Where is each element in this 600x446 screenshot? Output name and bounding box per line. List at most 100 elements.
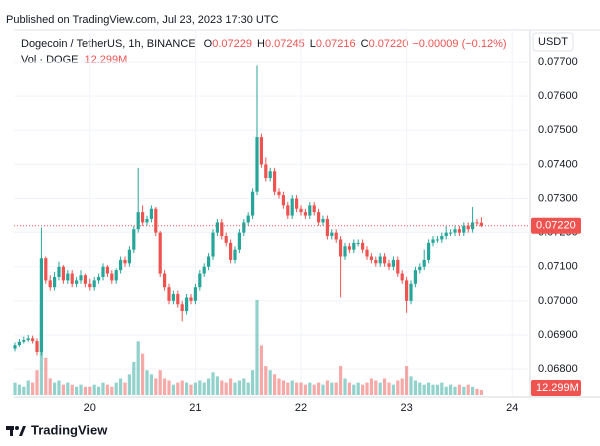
volume-bar bbox=[435, 384, 439, 395]
candle-body bbox=[229, 242, 233, 260]
candle-body bbox=[295, 198, 299, 209]
candle-body bbox=[435, 239, 439, 241]
candle-body bbox=[453, 229, 457, 233]
volume-bar bbox=[13, 382, 17, 395]
volume-bar bbox=[396, 380, 400, 395]
candle-body bbox=[325, 218, 329, 237]
volume-bar bbox=[444, 386, 448, 395]
volume-bar bbox=[281, 380, 285, 395]
candle-body bbox=[110, 273, 114, 281]
volume-bar bbox=[70, 384, 74, 395]
candle-body bbox=[17, 341, 21, 346]
candle-body bbox=[387, 263, 391, 267]
candle-body bbox=[308, 205, 312, 216]
volume-bar bbox=[400, 378, 404, 395]
candle-body bbox=[466, 225, 470, 230]
volume-bar bbox=[422, 384, 426, 395]
candle-body bbox=[427, 242, 431, 260]
volume-bar bbox=[365, 382, 369, 395]
candle-body bbox=[79, 275, 83, 281]
ohlc-label: O bbox=[204, 38, 213, 50]
candle-body bbox=[475, 222, 479, 224]
volume-bar bbox=[440, 382, 444, 395]
volume-bar bbox=[202, 382, 206, 395]
volume-bar bbox=[119, 378, 123, 395]
brand: TradingView bbox=[31, 422, 108, 437]
candle-body bbox=[193, 287, 197, 301]
volume-bar bbox=[35, 370, 39, 395]
candle-body bbox=[281, 195, 285, 206]
volume-bar bbox=[255, 300, 259, 395]
y-tick-label: 0.07400 bbox=[538, 158, 578, 170]
candle-body bbox=[413, 270, 417, 284]
candle-body bbox=[22, 340, 26, 342]
volume-bar bbox=[53, 382, 57, 395]
candle-body bbox=[251, 191, 255, 216]
candle-body bbox=[237, 232, 241, 250]
candle-body bbox=[273, 171, 277, 192]
volume-bar bbox=[374, 380, 378, 395]
volume-bar bbox=[246, 382, 250, 395]
volume-tag bbox=[531, 380, 581, 396]
volume-bar bbox=[295, 382, 299, 395]
y-tick-label: 0.07100 bbox=[538, 261, 578, 273]
volume-bar bbox=[141, 353, 145, 395]
volume-bar bbox=[189, 384, 193, 395]
candle-body bbox=[13, 345, 17, 349]
y-tick-label: 0.07000 bbox=[538, 295, 578, 307]
volume-bar bbox=[127, 374, 131, 395]
candle-body bbox=[339, 239, 343, 257]
volume-bar bbox=[149, 374, 153, 395]
candle-body bbox=[114, 270, 118, 281]
candle-body bbox=[440, 236, 444, 240]
candle-body bbox=[383, 256, 387, 264]
candle-body bbox=[330, 232, 334, 237]
volume-bar bbox=[136, 341, 140, 395]
candle-body bbox=[471, 222, 475, 230]
volume-bar bbox=[299, 382, 303, 395]
candle-body bbox=[215, 222, 219, 233]
ohlc-value: 0.07216 bbox=[316, 38, 356, 50]
symbol: Dogecoin / TetherUS, 1h, BINANCE bbox=[21, 38, 196, 50]
volume-bar bbox=[176, 382, 180, 395]
candle-body bbox=[255, 137, 259, 192]
volume-title: Vol · DOGE bbox=[21, 54, 78, 66]
candle-body bbox=[264, 164, 268, 179]
candle-body bbox=[396, 259, 400, 274]
ohlc-label: L bbox=[310, 38, 316, 50]
volume-bar bbox=[471, 386, 475, 395]
candle-body bbox=[277, 191, 281, 196]
candle-body bbox=[61, 266, 65, 281]
volume-bar bbox=[387, 382, 391, 395]
volume-bar bbox=[154, 378, 158, 395]
candle-body bbox=[431, 239, 435, 243]
volume-bar bbox=[158, 370, 162, 395]
candle-body bbox=[39, 258, 43, 353]
candle-body bbox=[44, 258, 48, 281]
change: −0.00009 (−0.12%) bbox=[412, 38, 506, 50]
volume-bar bbox=[356, 382, 360, 395]
candle-body bbox=[70, 273, 74, 284]
candle-body bbox=[66, 273, 70, 281]
candle-body bbox=[400, 273, 404, 281]
candle-body bbox=[418, 266, 422, 271]
currency-box bbox=[532, 32, 574, 52]
candle-body bbox=[207, 256, 211, 267]
volume-bar bbox=[273, 374, 277, 395]
volume-bar bbox=[207, 378, 211, 395]
volume-bar bbox=[101, 382, 105, 395]
candle-body bbox=[35, 341, 39, 353]
candle-body bbox=[352, 242, 356, 250]
volume-bar bbox=[185, 382, 189, 395]
volume-bar bbox=[79, 384, 83, 395]
y-tick-label: 0.07300 bbox=[538, 192, 578, 204]
candle-body bbox=[343, 246, 347, 257]
candle-body bbox=[479, 222, 483, 226]
candle-body bbox=[286, 205, 290, 216]
volume-bar bbox=[237, 380, 241, 395]
candle-body bbox=[53, 276, 57, 288]
volume-bar bbox=[110, 386, 114, 395]
candle-body bbox=[246, 215, 250, 223]
